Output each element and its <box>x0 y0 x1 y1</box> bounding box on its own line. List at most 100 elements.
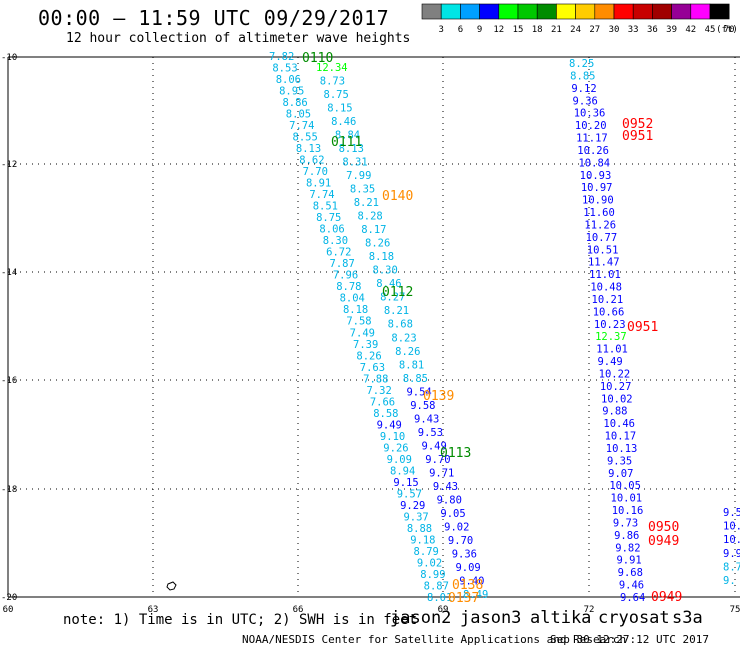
pass-time-label: 0952 <box>622 117 653 132</box>
legend-tick-label: 6 <box>458 25 463 35</box>
wave-height-tracks: 7.828.538.068.958.868.057.748.558.138.62… <box>269 51 740 604</box>
swh-value: 9.57 <box>397 488 422 500</box>
swh-value: 11.60 <box>583 207 615 219</box>
lat-tick-label: -16 <box>1 376 17 386</box>
swh-value: 7.74 <box>289 120 314 132</box>
swh-value: 7.39 <box>353 339 378 351</box>
satellite-cryosat: cryosat <box>598 608 670 628</box>
swh-value: 9.73 <box>613 517 638 529</box>
swh-value: 8.01 <box>427 592 452 604</box>
swh-value: 8.06 <box>319 224 344 236</box>
pass-time-label: 0110 <box>302 51 333 66</box>
swh-value: 11.17 <box>576 133 608 145</box>
legend-tick-label: 15 <box>513 25 524 35</box>
satellite-altika: altika <box>530 608 592 628</box>
swh-value: 8.49 <box>463 589 488 601</box>
swh-value: 9.36 <box>452 548 477 560</box>
lat-tick-label: -20 <box>1 593 17 603</box>
swh-value: 9.86 <box>614 530 639 542</box>
swh-value: 10.97 <box>581 182 613 194</box>
legend-swatch <box>460 3 480 20</box>
swh-value: 10.48 <box>590 282 622 294</box>
swh-value: 10.36 <box>574 108 606 120</box>
swh-value: 9.46 <box>619 580 644 592</box>
swh-value: 8.30 <box>323 235 348 247</box>
swh-value: 9.10 <box>380 431 405 443</box>
swh-value: 9.54 <box>406 386 431 398</box>
swh-value: 8.31 <box>342 157 367 169</box>
pass-time-label: 0950 <box>648 520 679 535</box>
swh-value: 7.99 <box>346 170 371 182</box>
swh-value: 7.82 <box>269 51 294 63</box>
swh-value: 8.79 <box>414 546 439 558</box>
legend-swatch <box>498 3 519 20</box>
swh-value: 9.09 <box>387 454 412 466</box>
pass-time-label: 0949 <box>651 590 682 605</box>
legend-swatch <box>556 3 576 20</box>
swh-value: 8.7 <box>723 561 740 573</box>
swh-value: 9.49 <box>377 419 402 431</box>
swh-value: 8.87 <box>424 580 449 592</box>
swh-value: 8.58 <box>373 408 398 420</box>
legend-tick-label: 39 <box>666 25 677 35</box>
swh-value: 8.62 <box>299 155 324 167</box>
legend-swatch <box>440 3 461 20</box>
swh-value: 8.27 <box>380 292 405 304</box>
swh-value: 10.51 <box>587 244 619 256</box>
swh-value: 10.90 <box>582 195 614 207</box>
pass-time-label: 0138 <box>452 578 483 593</box>
legend-tick-label: 70 <box>724 25 735 35</box>
swh-value: 10.01 <box>611 493 643 505</box>
swh-value: 9.26 <box>383 442 408 454</box>
pass-time-label: 0949 <box>648 534 679 549</box>
swh-value: 8.26 <box>395 346 420 358</box>
swh-value: 9.58 <box>410 400 435 412</box>
swh-value: 9.53 <box>418 427 443 439</box>
swh-value: 8.85 <box>403 373 428 385</box>
swh-value: 8.18 <box>343 304 368 316</box>
swh-value: 8.95 <box>279 86 304 98</box>
satellite-s3a: s3a <box>672 608 703 628</box>
swh-value: 8.17 <box>361 224 386 236</box>
swh-value: 9.15 <box>393 477 418 489</box>
swh-value: 8.06 <box>276 74 301 86</box>
swh-value: 8.04 <box>340 293 365 305</box>
swh-value: 8.86 <box>282 97 307 109</box>
swh-value: 7.96 <box>333 270 358 282</box>
satellite-jason2: jason2 <box>390 608 452 628</box>
swh-value: 8.30 <box>373 265 398 277</box>
swh-value: 8.68 <box>388 319 413 331</box>
swh-value: 12.34 <box>316 62 348 74</box>
swh-value: 11.01 <box>596 344 628 356</box>
lat-tick-label: -10 <box>1 53 17 63</box>
legend-tick-label: 18 <box>532 25 543 35</box>
legend-swatch <box>575 3 596 20</box>
swh-value: 10.20 <box>575 120 607 132</box>
legend-swatch <box>671 3 692 20</box>
lat-lon-grid: 60 63 66 69 72 75 -10 -12 -14 -16 -18 -20 <box>1 53 740 615</box>
swh-value: 8.75 <box>324 89 349 101</box>
swh-value: 7.88 <box>363 373 388 385</box>
swh-value: 9.02 <box>417 557 442 569</box>
swh-value: 9.02 <box>444 521 469 533</box>
legend-swatch <box>421 3 442 20</box>
swh-value: 9.40 <box>459 575 484 587</box>
swh-value: 11.47 <box>588 257 620 269</box>
legend-tick-label: 12 <box>493 25 504 35</box>
swh-value: 8.75 <box>316 212 341 224</box>
swh-value: 10.21 <box>592 294 624 306</box>
swh-value: 9.05 <box>440 508 465 520</box>
swh-value: 7.74 <box>309 189 334 201</box>
legend-tick-label: 3 <box>438 25 443 35</box>
legend-tick-label: 42 <box>685 25 696 35</box>
footer-note: note: 1) Time is in UTC; 2) SWH is in fe… <box>63 612 418 628</box>
swh-value: 9.35 <box>607 455 632 467</box>
swh-value: 8.26 <box>356 350 381 362</box>
swh-value: 8.05 <box>286 109 311 121</box>
lon-tick-label: 66 <box>293 605 304 615</box>
lon-tick-label: 69 <box>438 605 449 615</box>
legend-swatch <box>536 3 557 20</box>
swh-value: 9. <box>723 575 736 587</box>
color-legend: 3 6 9 12 15 18 21 24 27 30 33 36 39 42 45 70(ft) <box>421 3 738 35</box>
swh-value: 9.36 <box>573 95 598 107</box>
